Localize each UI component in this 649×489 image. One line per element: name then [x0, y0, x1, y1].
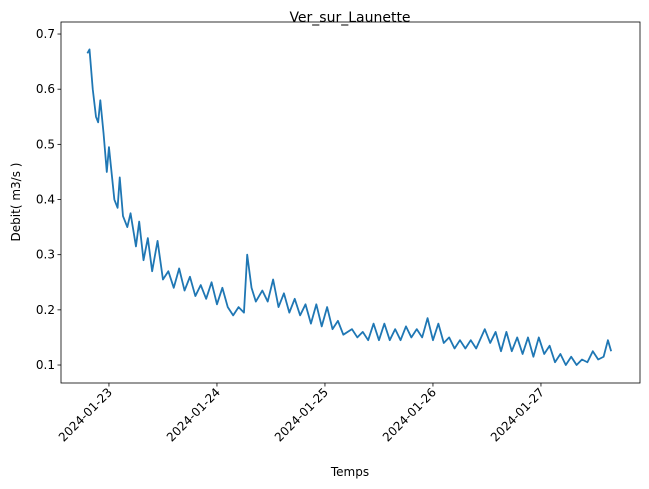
y-tick-label: 0.2: [36, 303, 55, 317]
y-tick-label: 0.6: [36, 82, 55, 96]
data-line: [86, 48, 613, 366]
y-tick-label: 0.1: [36, 358, 55, 372]
y-axis-label: Debit( m3/s ): [9, 163, 23, 242]
y-tick-label: 0.7: [36, 27, 55, 41]
chart-title: Ver_sur_Launette: [289, 10, 410, 26]
y-tick-label: 0.5: [36, 137, 55, 151]
y-tick-label: 0.4: [36, 193, 55, 207]
axes-frame: [60, 21, 641, 384]
x-axis-label: Temps: [330, 465, 369, 479]
y-tick-label: 0.3: [36, 248, 55, 262]
